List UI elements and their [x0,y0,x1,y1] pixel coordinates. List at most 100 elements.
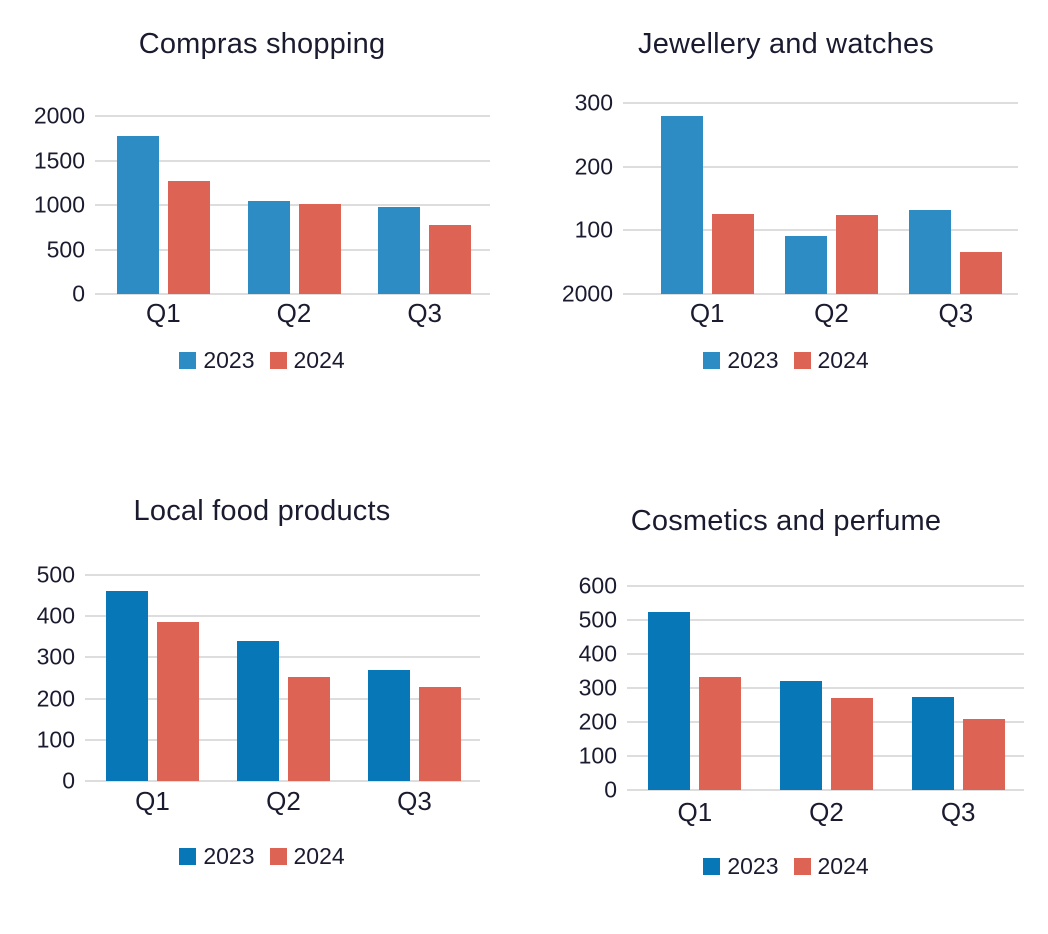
bar-2023-q2 [780,681,822,790]
legend: 2023 2024 [0,845,524,868]
gridline [85,780,480,782]
gridline [627,585,1024,587]
bar-2024-q3 [962,718,1005,790]
y-tick-label: 400 [36,602,75,629]
x-tick-label-q3: Q3 [407,297,443,328]
bar-2023-q3 [911,696,954,790]
chart-title: Cosmetics and perfume [630,505,942,537]
bar-2023-q2 [237,640,279,781]
bar-2024-q3 [429,225,472,294]
legend-item-2023: 2023 [179,347,255,373]
bar-2023-q2 [784,236,827,294]
gridline [95,248,490,251]
y-tick-label: 200 [36,685,75,712]
bar-2024-q2 [831,697,873,790]
bar-2023-q1 [660,115,703,294]
y-tick-label: 400 [578,640,617,667]
legend-label: 2023 [727,853,779,879]
legend-swatch-2024 [793,352,811,369]
legend-label: 2024 [817,347,869,373]
x-tick-label-q1: Q1 [145,297,181,328]
gridline [627,653,1024,655]
x-axis: Q1 Q2 Q3 [85,781,480,821]
y-tick-label: 500 [46,236,85,262]
bar-group-q1 [629,586,761,790]
y-axis: 2000 1500 1000 500 0 [0,104,95,305]
y-tick-label: 100 [578,742,617,769]
gridline [85,738,480,741]
gridline [627,755,1024,757]
legend: 2023 2024 [0,349,524,372]
y-axis: 600 500 400 300 200 100 0 [524,574,627,801]
bar-2024-q3 [419,687,461,781]
bar-group-q1 [87,575,218,781]
gridline [85,697,480,700]
bar-group-q2 [769,103,893,294]
legend: 2023 2024 [524,855,1048,878]
x-tick-label-q2: Q2 [814,297,849,328]
legend-item-2023: 2023 [703,347,779,373]
y-tick-label: 500 [578,606,617,633]
y-tick-label: 300 [36,643,75,670]
bar-2023-q3 [909,209,952,294]
bar-2023-q1 [648,612,691,790]
bar-2023-q1 [116,136,159,294]
y-tick-label: 300 [578,674,617,701]
legend-swatch-2024 [269,352,287,369]
gridline [623,229,1018,232]
gridline [623,293,1018,295]
bar-2024-q1 [157,622,199,781]
bar-group-q1 [645,103,769,294]
x-tick-label-q2: Q2 [809,796,844,827]
gridline [95,115,490,117]
chart-panel-jewellery-and-watches: Jewellery and watches 300 200 100 2000 Q1 Q2… [524,0,1048,400]
gridline [95,293,490,295]
bar-2023-q2 [247,201,290,294]
plot-area [623,102,1018,295]
chart-title: Jewellery and watches [638,28,934,60]
y-tick-label: 1500 [33,147,85,173]
bar-group-q3 [892,586,1024,790]
bar-group-q2 [761,586,893,790]
y-tick-label: 100 [36,726,75,753]
y-tick-label: 300 [574,89,613,116]
plot-area [95,115,490,295]
gridline [85,574,480,576]
x-axis: Q1 Q2 Q3 [627,790,1024,834]
bar-group-q2 [229,116,360,294]
y-tick-label: 1000 [33,191,85,218]
x-tick-label-q1: Q1 [135,785,170,816]
gridline [95,204,490,206]
gridline [95,159,490,162]
bar-2024-q2 [835,215,878,294]
bar-2024-q3 [960,251,1003,294]
plot-column: Q1 Q2 Q3 [95,115,490,332]
x-tick-label-q3: Q3 [397,785,432,816]
legend-label: 2023 [203,347,255,373]
x-tick-label-q3: Q3 [940,796,976,827]
y-tick-label: 500 [36,561,75,588]
bar-2024-q2 [298,204,341,294]
y-axis: 500 400 300 200 100 0 [0,563,85,792]
gridline [623,102,1018,104]
plot-area [85,574,480,782]
gridline [85,615,480,618]
legend: 2023 2024 [524,349,1048,372]
gridline [627,619,1024,621]
y-tick-label: 0 [72,280,85,307]
legend-label: 2023 [727,347,779,373]
y-tick-label: 2000 [33,102,85,129]
plot-column: Q1 Q2 Q3 [85,574,480,821]
bar-2023-q3 [368,669,410,781]
x-tick-label-q2: Q2 [276,297,312,328]
chart-body: 2000 1500 1000 500 0 Q1 Q2 Q3 [0,104,490,332]
bar-group-q1 [98,116,229,294]
chart-title: Compras shopping [138,28,386,60]
legend-label: 2024 [293,347,345,373]
y-tick-label: 200 [574,153,613,180]
legend-swatch-2024 [793,858,811,875]
legend-item-2024: 2024 [269,845,345,868]
y-tick-label: 200 [578,708,617,735]
bar-2023-q3 [378,207,421,294]
